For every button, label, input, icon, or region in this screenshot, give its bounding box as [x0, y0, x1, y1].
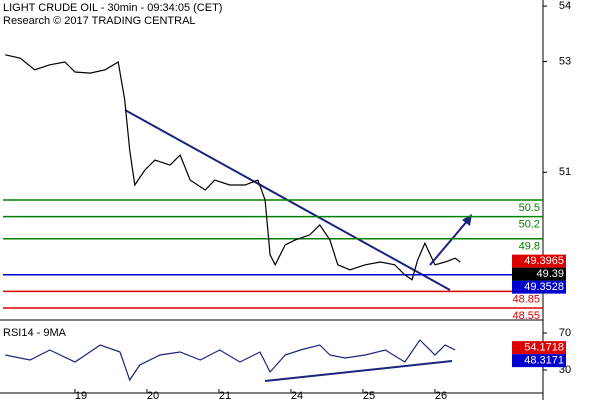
- panel-title: RSI14 - 9MA: [3, 327, 67, 339]
- y-tick-label: 53: [559, 55, 571, 67]
- y-tick-label: 51: [559, 166, 571, 178]
- level-label: 48.85: [512, 293, 540, 305]
- price-tag-label: 48.3171: [524, 355, 564, 367]
- x-tick-label: 24: [291, 390, 303, 400]
- price-tag-label: 49.3965: [524, 255, 564, 267]
- level-label: 50.2: [519, 219, 540, 231]
- level-label: 48.55: [512, 310, 540, 322]
- rsi-trend-line: [264, 360, 453, 382]
- forecast-arrow: [429, 219, 469, 266]
- price-tag: [512, 341, 566, 355]
- price-tag-label: 49.39: [536, 268, 564, 280]
- y-tick-label: 54: [559, 0, 571, 12]
- x-tick-label: 21: [219, 390, 231, 400]
- price-tag: [512, 254, 566, 268]
- price-tag-label: 49.3528: [524, 281, 564, 293]
- price-line: [5, 339, 456, 382]
- x-tick-label: 19: [75, 390, 87, 400]
- chart-title: LIGHT CRUDE OIL - 30min - 09:34:05 (CET): [3, 2, 222, 14]
- y-tick-label: 70: [559, 327, 571, 339]
- price-tag: [512, 280, 566, 294]
- level-label: 49.8: [519, 241, 540, 253]
- price-tag: [512, 354, 566, 368]
- level-label: 50.5: [519, 202, 540, 214]
- price-line: [5, 54, 461, 281]
- x-tick-label: 25: [363, 390, 375, 400]
- price-tag: [512, 267, 566, 281]
- chart-subtitle: Research © 2017 TRADING CENTRAL: [3, 15, 196, 27]
- price-tag-label: 54.1718: [524, 342, 564, 354]
- x-tick-label: 26: [435, 390, 447, 400]
- x-tick-label: 20: [147, 390, 159, 400]
